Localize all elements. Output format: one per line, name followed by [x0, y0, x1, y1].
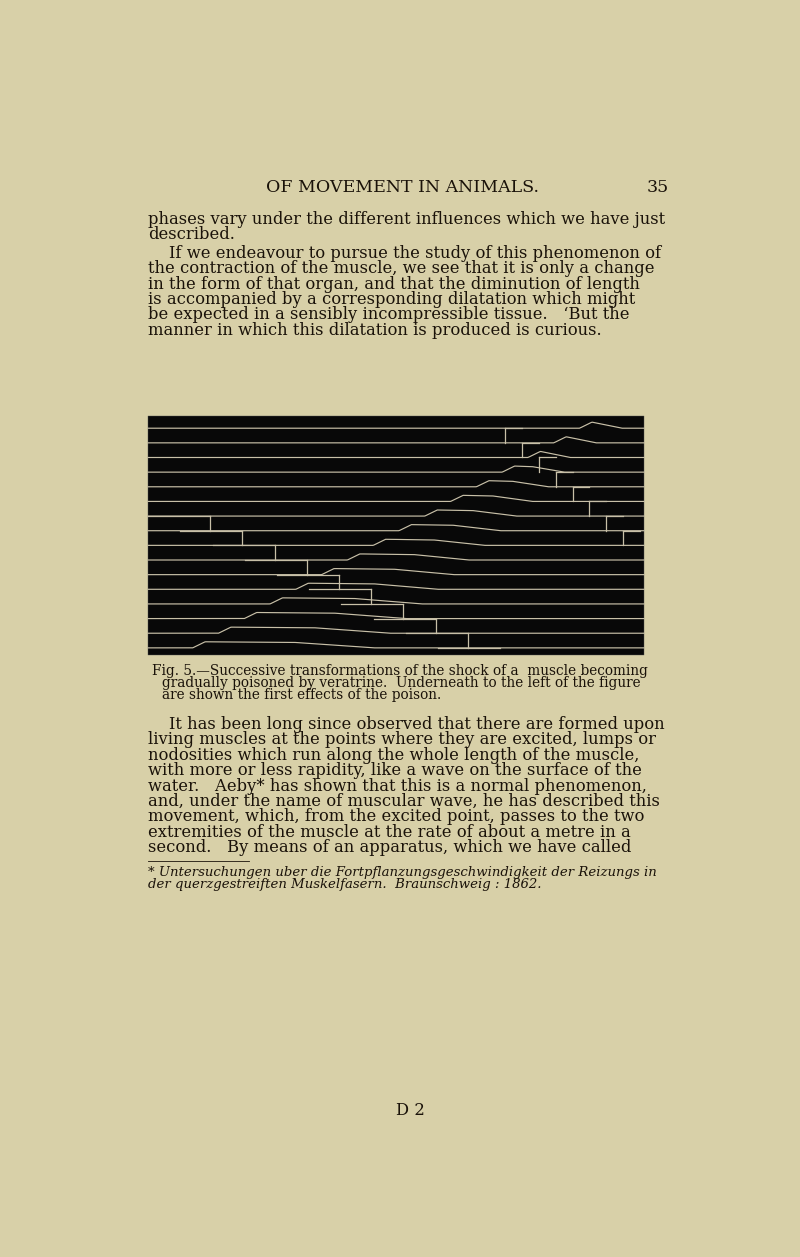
- Text: in the form of that organ, and that the diminution of length: in the form of that organ, and that the …: [148, 275, 640, 293]
- Text: Fig. 5.—Successive transformations of the shock of a  muscle becoming: Fig. 5.—Successive transformations of th…: [152, 665, 648, 679]
- Text: extremities of the muscle at the rate of about a metre in a: extremities of the muscle at the rate of…: [148, 823, 630, 841]
- Text: is accompanied by a corresponding dilatation which might: is accompanied by a corresponding dilata…: [148, 290, 635, 308]
- Text: OF MOVEMENT IN ANIMALS.: OF MOVEMENT IN ANIMALS.: [266, 180, 538, 196]
- Text: movement, which, from the excited point, passes to the two: movement, which, from the excited point,…: [148, 808, 645, 826]
- Text: water.   Aeby* has shown that this is a normal phenomenon,: water. Aeby* has shown that this is a no…: [148, 778, 647, 794]
- Text: living muscles at the points where they are excited, lumps or: living muscles at the points where they …: [148, 732, 656, 748]
- Text: manner in which this dilatation is produced is curious.: manner in which this dilatation is produ…: [148, 322, 602, 339]
- Text: second.   By means of an apparatus, which we have called: second. By means of an apparatus, which …: [148, 840, 631, 856]
- Text: 35: 35: [647, 180, 669, 196]
- Text: the contraction of the muscle, we see that it is only a change: the contraction of the muscle, we see th…: [148, 260, 654, 278]
- Text: are shown the first effects of the poison.: are shown the first effects of the poiso…: [162, 688, 442, 701]
- Text: It has been long since observed that there are formed upon: It has been long since observed that the…: [148, 716, 665, 733]
- Text: and, under the name of muscular wave, he has described this: and, under the name of muscular wave, he…: [148, 793, 660, 810]
- Text: * Untersuchungen uber die Fortpflanzungsgeschwindigkeit der Reizungs in: * Untersuchungen uber die Fortpflanzungs…: [148, 866, 657, 879]
- Bar: [148, 416, 644, 655]
- Text: D 2: D 2: [395, 1102, 425, 1119]
- Text: der querzgestreiften Muskelfasern.  Braunschweig : 1862.: der querzgestreiften Muskelfasern. Braun…: [148, 877, 542, 891]
- Text: gradually poisoned by veratrine.  Underneath to the left of the figure: gradually poisoned by veratrine. Underne…: [162, 676, 641, 690]
- Text: phases vary under the different influences which we have just: phases vary under the different influenc…: [148, 211, 665, 228]
- Text: nodosities which run along the whole length of the muscle,: nodosities which run along the whole len…: [148, 747, 639, 764]
- Text: If we endeavour to pursue the study of this phenomenon of: If we endeavour to pursue the study of t…: [148, 245, 661, 261]
- Text: be expected in a sensibly incompressible tissue.   ‘But the: be expected in a sensibly incompressible…: [148, 307, 630, 323]
- Text: described.: described.: [148, 226, 235, 244]
- Text: with more or less rapidity, like a wave on the surface of the: with more or less rapidity, like a wave …: [148, 762, 642, 779]
